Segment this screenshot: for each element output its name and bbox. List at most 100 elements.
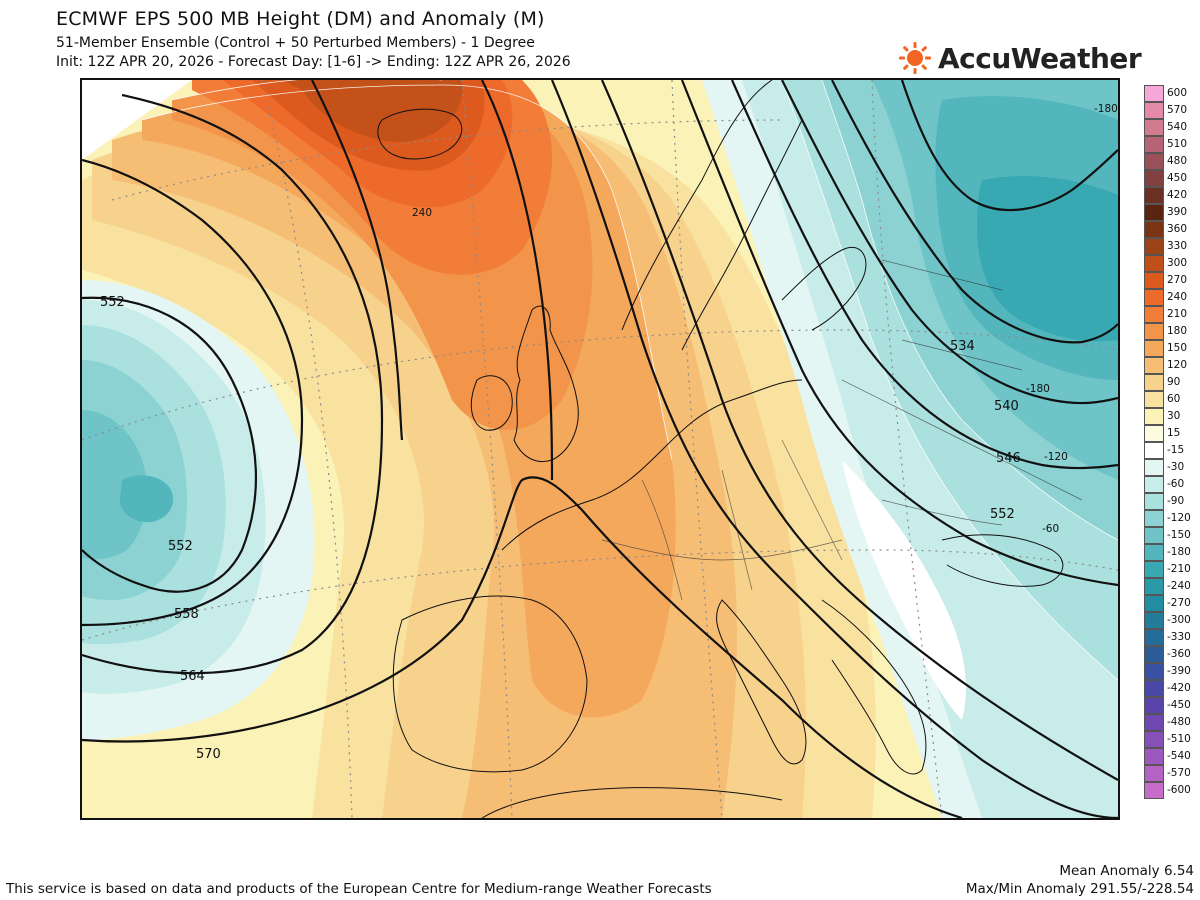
legend-label: -540	[1167, 750, 1191, 762]
ensemble-subtitle: 51-Member Ensemble (Control + 50 Perturb…	[56, 35, 535, 51]
legend-label: -30	[1167, 461, 1185, 473]
legend-label: -510	[1167, 733, 1191, 745]
contour-540	[781, 80, 1118, 405]
legend-swatch	[1144, 391, 1164, 408]
legend-label: 600	[1167, 87, 1188, 99]
legend-swatch	[1144, 187, 1164, 204]
anomaly-label: -60	[1042, 523, 1059, 535]
legend-label: 390	[1167, 206, 1188, 218]
legend-swatch	[1144, 663, 1164, 680]
legend-label: -450	[1167, 699, 1191, 711]
legend-swatch	[1144, 544, 1164, 561]
height-contour-labels: 552 552 558 564 570 534 540 546 552	[100, 295, 1021, 762]
legend-label: 510	[1167, 138, 1188, 150]
anomaly-labels: 240 -180 -180 -120 -60	[412, 103, 1118, 535]
legend-swatch	[1144, 561, 1164, 578]
maxmin-anomaly-text: Max/Min Anomaly 291.55/-228.54	[965, 881, 1194, 897]
legend-label: -480	[1167, 716, 1191, 728]
legend-label: -210	[1167, 563, 1191, 575]
map-canvas: 552 552 558 564 570 534 540 546 552 240 …	[82, 80, 1118, 818]
legend-swatch	[1144, 255, 1164, 272]
legend-swatch	[1144, 170, 1164, 187]
legend-swatch	[1144, 510, 1164, 527]
legend-swatch	[1144, 306, 1164, 323]
legend-swatch	[1144, 323, 1164, 340]
contour-534	[831, 80, 1118, 344]
legend-label: -390	[1167, 665, 1191, 677]
legend-swatch	[1144, 357, 1164, 374]
legend-swatch	[1144, 714, 1164, 731]
legend-label: 420	[1167, 189, 1188, 201]
forecast-period-subtitle: Init: 12Z APR 20, 2026 - Forecast Day: […	[56, 54, 571, 70]
contour-ridge	[481, 80, 554, 481]
legend-label: 30	[1167, 410, 1181, 422]
legend-label: 180	[1167, 325, 1188, 337]
legend-swatch	[1144, 765, 1164, 782]
legend-swatch	[1144, 442, 1164, 459]
chart-title: ECMWF EPS 500 MB Height (DM) and Anomaly…	[56, 8, 545, 30]
legend-label: 570	[1167, 104, 1188, 116]
contour-label: 558	[174, 607, 199, 622]
legend-label: 300	[1167, 257, 1188, 269]
legend-swatch	[1144, 85, 1164, 102]
logo-text: AccuWeather	[938, 41, 1142, 75]
legend-swatch	[1144, 493, 1164, 510]
legend-label: 150	[1167, 342, 1188, 354]
legend-label: -330	[1167, 631, 1191, 643]
accuweather-logo: AccuWeather	[898, 40, 1143, 76]
legend-swatch	[1144, 153, 1164, 170]
contour-570	[82, 476, 963, 818]
contour-558	[82, 158, 304, 627]
legend-swatch	[1144, 697, 1164, 714]
legend-label: -150	[1167, 529, 1191, 541]
mean-anomaly-text: Mean Anomaly 6.54	[1059, 863, 1194, 879]
legend-swatch	[1144, 425, 1164, 442]
legend-label: -180	[1167, 546, 1191, 558]
legend-label: 360	[1167, 223, 1188, 235]
legend-swatch	[1144, 612, 1164, 629]
legend-label: -420	[1167, 682, 1191, 694]
legend-label: 15	[1167, 427, 1181, 439]
country-borders	[601, 259, 1083, 601]
contour-label: 570	[196, 747, 221, 762]
legend-label: 480	[1167, 155, 1188, 167]
legend-swatch	[1144, 374, 1164, 391]
legend-swatch	[1144, 595, 1164, 612]
sun-icon	[899, 42, 931, 74]
legend-swatch	[1144, 102, 1164, 119]
legend-swatch	[1144, 289, 1164, 306]
legend-swatch	[1144, 204, 1164, 221]
contour-564	[82, 93, 384, 675]
legend-label: 330	[1167, 240, 1188, 252]
anomaly-contours	[141, 80, 1118, 681]
legend-label: -15	[1167, 444, 1185, 456]
legend-swatch	[1144, 221, 1164, 238]
legend-swatch	[1144, 629, 1164, 646]
legend-label: -120	[1167, 512, 1191, 524]
contour-label: 546	[996, 451, 1021, 466]
legend-label: -570	[1167, 767, 1191, 779]
contour-label: 552	[990, 507, 1015, 522]
contour-546	[730, 80, 1118, 470]
contour-label: 552	[168, 539, 193, 554]
contour-label: 552	[100, 295, 125, 310]
legend-swatch	[1144, 527, 1164, 544]
legend-label: -360	[1167, 648, 1191, 660]
legend-swatch	[1144, 340, 1164, 357]
legend-swatch	[1144, 272, 1164, 289]
attribution-text: This service is based on data and produc…	[6, 881, 712, 897]
legend-label: -90	[1167, 495, 1185, 507]
anomaly-label: -180	[1026, 383, 1050, 395]
legend-swatch	[1144, 680, 1164, 697]
legend-label: 60	[1167, 393, 1181, 405]
legend-swatch	[1144, 408, 1164, 425]
legend-swatch	[1144, 646, 1164, 663]
contour-low-ne	[900, 80, 1118, 212]
anomaly-label: -180	[1094, 103, 1118, 115]
contour-552-west	[82, 296, 258, 593]
map-corner	[82, 80, 192, 160]
anomaly-label: 240	[412, 207, 432, 219]
legend-swatch	[1144, 119, 1164, 136]
coastlines	[377, 80, 1064, 818]
contour-label: 540	[994, 399, 1019, 414]
